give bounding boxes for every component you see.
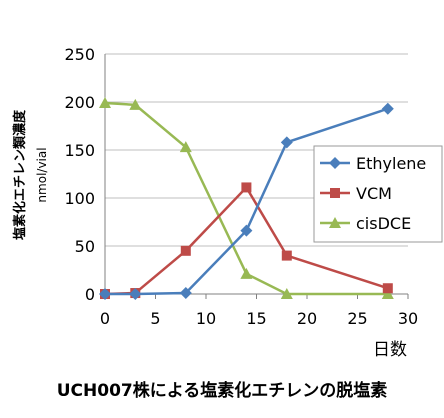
y-tick-label: 200 <box>64 93 95 112</box>
legend-marker <box>329 217 341 228</box>
legend-marker <box>330 188 340 198</box>
data-point <box>180 245 191 256</box>
data-point <box>381 102 394 115</box>
figure-caption: UCH007株による塩素化エチレンの脱塩素 <box>56 381 388 401</box>
legend-label: cisDCE <box>356 214 411 233</box>
x-tick-labels: 0 5 10 15 20 25 30 <box>100 309 418 328</box>
data-point <box>382 283 393 294</box>
data-point <box>240 224 253 237</box>
y-axis-label: 塩素化エチレン類濃度 <box>12 109 28 240</box>
series-layer <box>99 96 394 300</box>
legend-item: VCM <box>320 184 392 203</box>
legend-label: VCM <box>356 184 392 203</box>
legend-item: cisDCE <box>320 214 411 233</box>
data-point <box>381 288 394 299</box>
x-tick-label: 10 <box>196 309 216 328</box>
y-tick-labels: 0 50 100 150 200 250 <box>64 45 95 304</box>
y-tick-label: 50 <box>75 237 95 256</box>
x-tick-label: 15 <box>246 309 266 328</box>
x-tick-label: 0 <box>100 309 110 328</box>
legend-label: Ethylene <box>356 154 426 173</box>
data-point <box>99 96 111 108</box>
data-point <box>280 288 293 299</box>
data-point <box>281 250 292 261</box>
data-point <box>129 288 142 300</box>
x-tick-label: 5 <box>150 309 160 328</box>
data-point <box>280 136 293 149</box>
series-line <box>104 101 388 296</box>
y-tick-label: 250 <box>64 45 95 64</box>
legend: Ethylene VCM cisDCE <box>313 145 443 243</box>
data-point <box>179 287 192 300</box>
data-point <box>99 288 111 300</box>
legend-item: Ethylene <box>320 154 426 173</box>
x-tick-label: 25 <box>347 309 367 328</box>
y-tick-label: 100 <box>64 189 95 208</box>
y-axis-unit: nmol/vial <box>35 147 49 202</box>
data-point <box>240 267 253 279</box>
y-tick-label: 150 <box>64 141 95 160</box>
x-tick-label: 20 <box>297 309 317 328</box>
series-cisdce <box>99 96 394 299</box>
data-point <box>179 141 192 153</box>
data-point <box>241 182 252 193</box>
series-ethylene <box>99 102 394 300</box>
legend-marker <box>329 157 341 169</box>
x-tick-label: 30 <box>398 309 418 328</box>
y-tick-label: 0 <box>85 285 95 304</box>
x-axis-label: 日数 <box>373 340 407 360</box>
data-point <box>129 98 142 110</box>
